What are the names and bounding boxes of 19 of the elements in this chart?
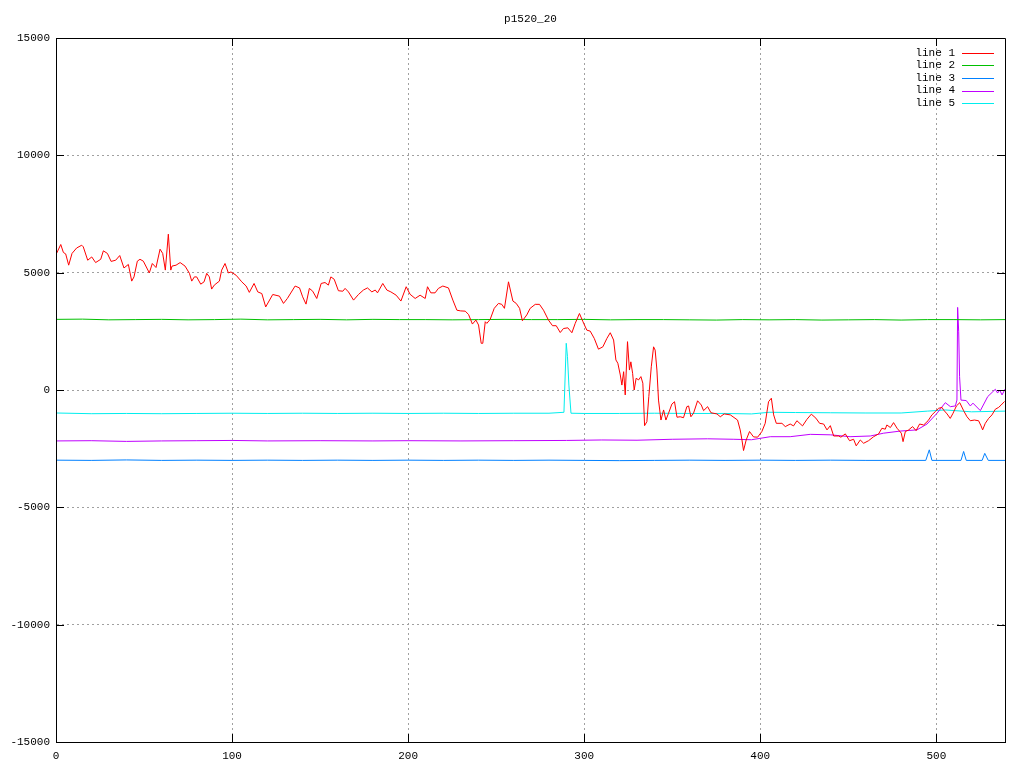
y-tick-label: -15000 (10, 735, 50, 748)
chart-title: p1520_20 (504, 12, 557, 25)
y-tick-label: -10000 (10, 618, 50, 631)
y-tick-label: 0 (43, 383, 50, 396)
x-tick-label: 200 (398, 749, 419, 762)
x-tick-label: 400 (750, 749, 771, 762)
legend-label: line 5 (915, 97, 955, 110)
x-tick-label: 500 (926, 749, 947, 762)
x-tick-label: 0 (52, 749, 60, 762)
legend-label: line 4 (915, 84, 956, 97)
x-tick-label: 100 (222, 749, 242, 762)
y-tick-label: 5000 (23, 266, 50, 279)
x-tick-label: 300 (574, 749, 595, 762)
legend-label: line 2 (915, 59, 955, 72)
y-tick-label: -5000 (16, 501, 50, 514)
y-tick-label: 15000 (16, 31, 50, 44)
y-tick-label: 10000 (16, 149, 50, 162)
legend-label: line 1 (915, 46, 956, 59)
legend-label: line 3 (915, 71, 955, 84)
